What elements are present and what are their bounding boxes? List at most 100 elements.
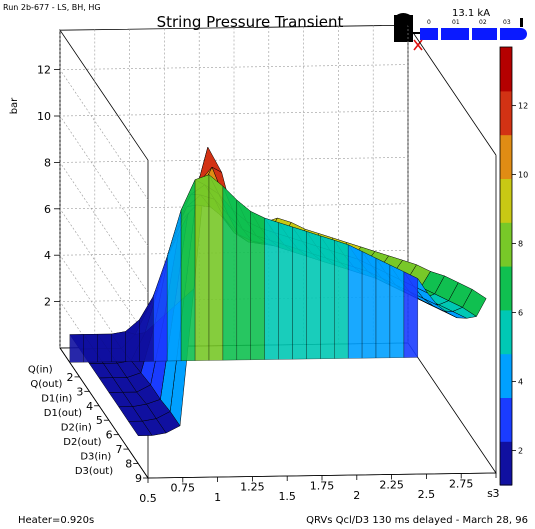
palette-cell [500, 317, 512, 325]
palette-tick-label: 4 [518, 378, 523, 387]
palette-cell [500, 200, 512, 209]
channel-label: D1(out) [44, 408, 82, 419]
channel-label: D2(in) [61, 422, 92, 433]
palette-cell [500, 120, 512, 128]
palette-cell [500, 54, 512, 63]
palette-cell [500, 353, 512, 362]
palette-cell [500, 419, 512, 428]
node-label-0: 0 [427, 19, 431, 26]
palette-cell [500, 273, 512, 282]
surface-skirt [208, 174, 224, 361]
x-tick-label: 0.75 [171, 482, 196, 495]
palette-cell [500, 382, 512, 391]
surface-skirt [292, 226, 307, 360]
palette-cell [500, 360, 512, 369]
channel-label: Q(in) [28, 365, 53, 376]
palette-cell [500, 455, 512, 464]
surface-skirt [389, 264, 405, 358]
palette-cell [500, 185, 512, 194]
node-label-01: 01 [452, 19, 460, 26]
palette-cell [500, 112, 512, 121]
x-tick-label: 2.25 [379, 479, 404, 492]
palette-cell [500, 193, 512, 201]
z-tick-label: 4 [44, 249, 51, 262]
magnet-d1 [441, 28, 469, 40]
palette-tick-label: 10 [518, 171, 528, 180]
channel-label: D2(out) [63, 437, 101, 448]
y-tick-label: 3 [76, 385, 83, 398]
palette-tick-label: 8 [518, 240, 523, 249]
z-tick-label: 10 [37, 110, 51, 123]
z-axis-label: bar [9, 97, 20, 114]
y-tick-label: 8 [125, 458, 132, 471]
palette-cell [500, 433, 512, 442]
palette-cell [500, 331, 512, 340]
x-tick-label: 1.25 [240, 481, 265, 494]
y-tick-label: 6 [106, 429, 113, 442]
surface-skirt [375, 258, 391, 359]
palette-cell [500, 412, 512, 420]
palette-cell [500, 368, 512, 377]
palette-cell [500, 163, 512, 172]
palette-cell [500, 207, 512, 216]
palette-cell [500, 302, 512, 311]
y-tick-label: 9 [135, 472, 142, 485]
palette-cell [500, 339, 512, 347]
surface-skirt [264, 217, 279, 360]
x-tick-label: 1.75 [310, 480, 335, 493]
palette-cell [500, 244, 512, 252]
palette-ticks: 2 4 6 8 10 12 [512, 102, 528, 456]
channel-label: Q(out) [30, 379, 62, 390]
palette-cell [500, 287, 512, 296]
z-tick-label: 6 [44, 203, 51, 216]
x-axis-label: s [487, 487, 493, 500]
surface-skirt [334, 240, 349, 359]
palette-tick-label: 6 [518, 309, 523, 318]
palette-cell [500, 375, 512, 384]
palette-cell [500, 346, 512, 355]
palette-cell [500, 222, 512, 231]
run-label: Run 2b-677 - LS, BH, HG [3, 3, 101, 12]
quench-cross-icon [413, 39, 423, 51]
z-axis-ticks: 2 4 6 8 10 12 [37, 64, 60, 309]
y-tick-label: 4 [86, 400, 93, 413]
surface-skirt [111, 331, 126, 362]
z-tick-label: 8 [44, 156, 51, 169]
palette-cell [500, 324, 512, 333]
palette-cell [500, 390, 512, 398]
palette-cell [500, 178, 512, 187]
surface-skirt [180, 179, 196, 361]
palette-cell [500, 83, 512, 92]
surface-skirt [125, 319, 140, 362]
palette-cell [500, 105, 512, 114]
surface-skirt [320, 235, 335, 359]
heater-label: Heater=0.920s [18, 515, 94, 526]
palette-cell [500, 229, 512, 238]
color-palette-legend [499, 46, 513, 486]
palette-cell [500, 470, 512, 479]
palette-tick-label: 2 [518, 447, 523, 456]
magnet-d2 [472, 28, 497, 40]
surface-skirt [250, 211, 265, 360]
x-tick-label: 2.5 [418, 488, 436, 501]
channel-label: D3(in) [80, 451, 111, 462]
palette-cell [500, 258, 512, 267]
end-tab [520, 18, 523, 27]
z-tick-label: 12 [37, 64, 51, 77]
palette-cell [500, 68, 512, 77]
palette-cell [500, 426, 512, 435]
x-tick-label: 2 [353, 489, 360, 502]
x-tick-label: 3 [493, 487, 500, 500]
palette-cell [500, 98, 512, 106]
power-supply-cap [394, 13, 413, 17]
palette-cell [500, 463, 512, 471]
x-tick-label: 2.75 [449, 478, 474, 491]
palette-cell [500, 47, 512, 55]
time-axis-ticks: 0.5 0.75 1 1.25 1.5 1.75 2 2.25 2.5 2.75 3 [139, 473, 500, 505]
palette-cell [500, 404, 512, 413]
palette-cell [500, 251, 512, 260]
x-tick-label: 1.5 [278, 490, 296, 503]
footer-caption: QRVs Qcl/D3 130 ms delayed - March 28, 9… [306, 515, 528, 526]
